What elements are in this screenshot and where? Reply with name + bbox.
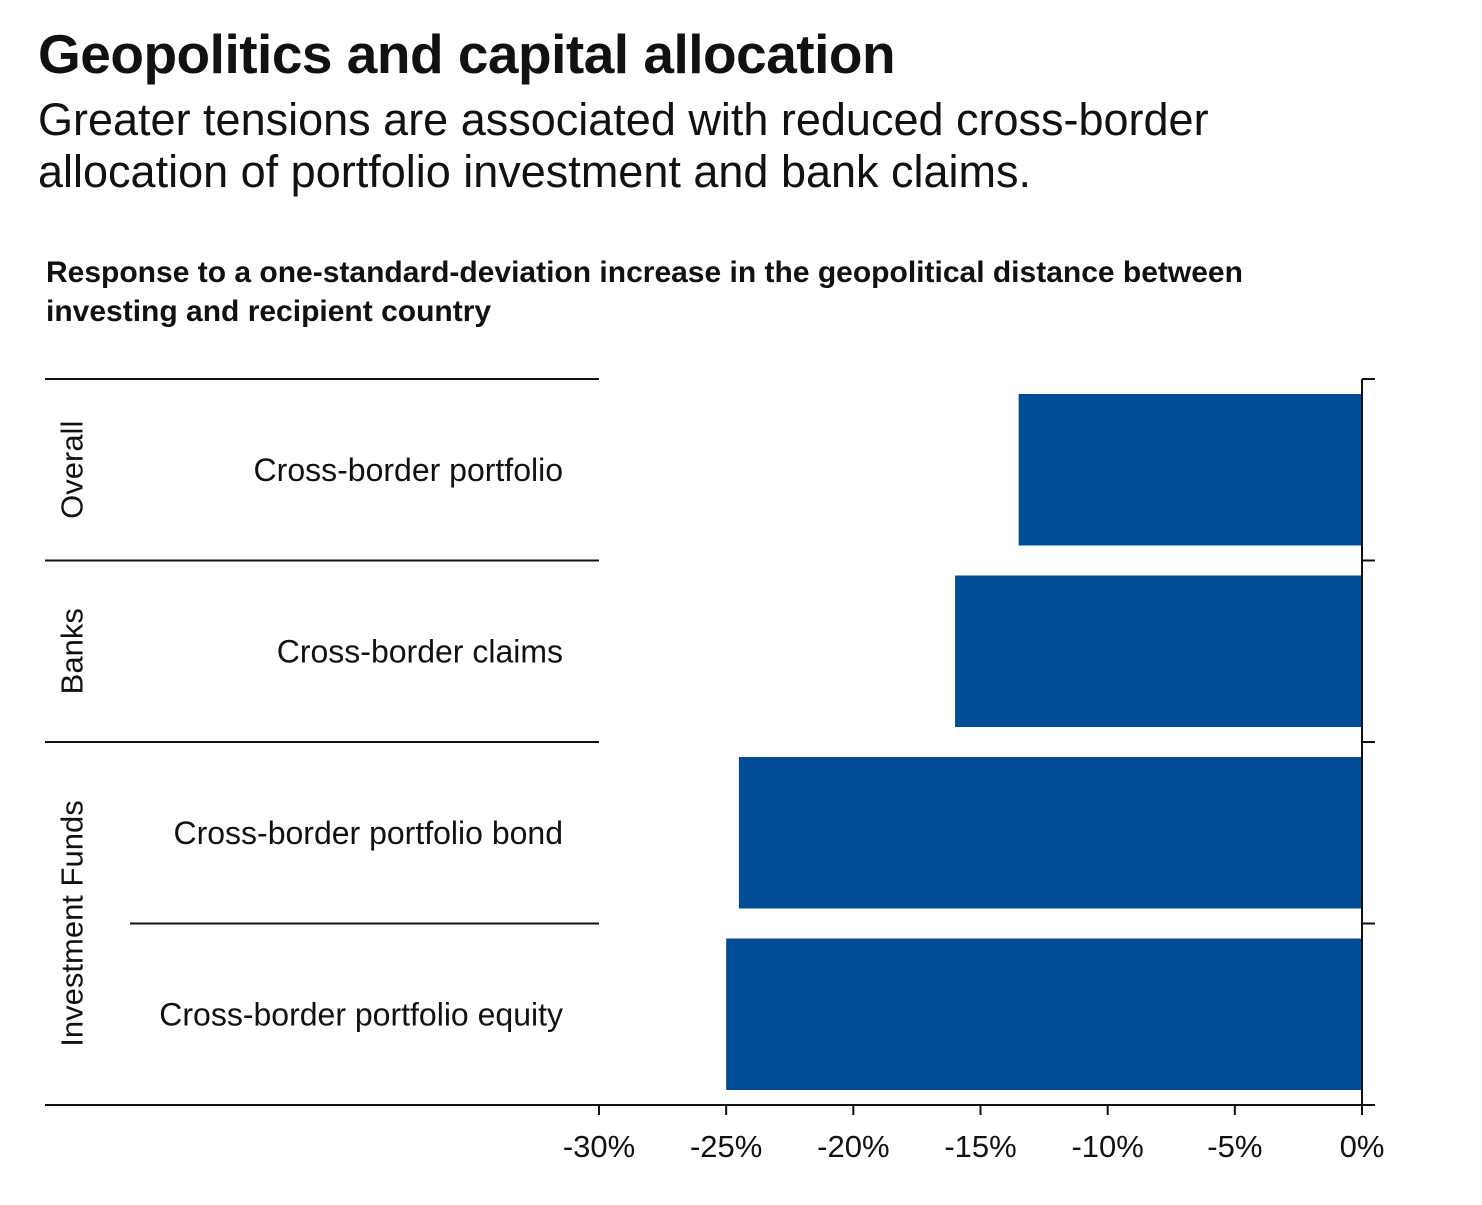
bar bbox=[1018, 394, 1362, 546]
x-tick-label: -20% bbox=[817, 1129, 889, 1164]
category-label: Cross-border portfolio equity bbox=[159, 996, 563, 1032]
chart-title: Response to a one-standard-deviation inc… bbox=[46, 256, 1243, 328]
x-tick-label: -5% bbox=[1207, 1129, 1262, 1164]
category-label: Cross-border portfolio bond bbox=[173, 815, 563, 851]
group-label: Overall bbox=[55, 421, 90, 519]
x-tick-label: -10% bbox=[1071, 1129, 1143, 1164]
bar bbox=[738, 757, 1362, 909]
page-title: Geopolitics and capital allocation bbox=[38, 23, 896, 85]
x-tick-label: -15% bbox=[944, 1129, 1016, 1164]
bar bbox=[726, 938, 1362, 1090]
bar bbox=[955, 575, 1362, 727]
category-label: Cross-border portfolio bbox=[254, 452, 563, 488]
x-tick-label: 0% bbox=[1340, 1129, 1385, 1164]
x-tick-label: -25% bbox=[690, 1129, 762, 1164]
page-subtitle: Greater tensions are associated with red… bbox=[38, 94, 1209, 197]
group-label: Banks bbox=[55, 608, 90, 694]
group-label: Investment Funds bbox=[55, 800, 90, 1046]
category-label: Cross-border claims bbox=[277, 633, 563, 669]
x-tick-label: -30% bbox=[563, 1129, 635, 1164]
